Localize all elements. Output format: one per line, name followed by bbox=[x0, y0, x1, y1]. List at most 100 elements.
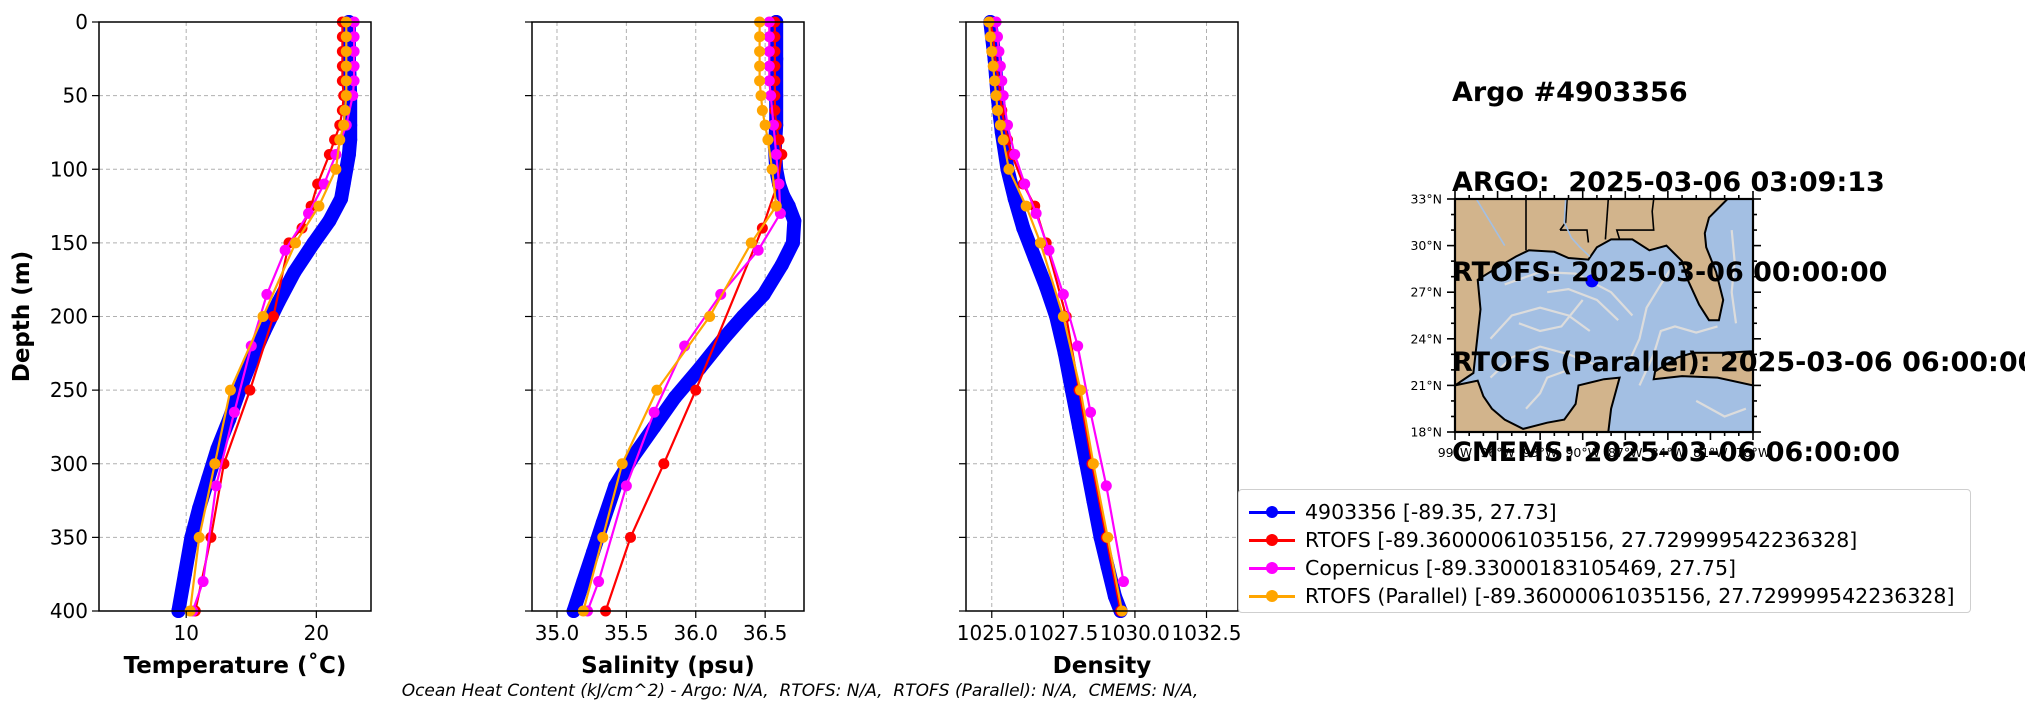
data-point-rtofs-parallel bbox=[338, 119, 350, 131]
series-line-rtofs bbox=[604, 22, 783, 612]
map-content bbox=[1455, 199, 1753, 432]
map-current-line bbox=[1489, 345, 1598, 379]
y-tick-label: 300 bbox=[50, 452, 88, 476]
data-point-rtofs-parallel bbox=[1057, 311, 1069, 322]
data-point-rtofs-parallel bbox=[334, 134, 346, 146]
map-lat-label: 18°N bbox=[1410, 425, 1442, 440]
data-point-4903356 bbox=[339, 162, 354, 177]
data-point-4903356 bbox=[1016, 221, 1031, 236]
y-tick-label: 350 bbox=[50, 525, 88, 549]
data-point-rtofs-parallel bbox=[1020, 200, 1032, 212]
y-tick-label: 150 bbox=[50, 231, 88, 255]
data-point-copernicus bbox=[261, 288, 273, 300]
data-point-rtofs-parallel bbox=[754, 31, 766, 43]
map-river bbox=[1475, 199, 1506, 247]
data-point-rtofs-parallel bbox=[1003, 163, 1015, 175]
data-point-copernicus bbox=[763, 75, 775, 87]
map-lon-label: 90°W bbox=[1565, 445, 1600, 460]
legend-item-rtofs: RTOFS [-89.36000061035156, 27.7299995422… bbox=[1249, 526, 1857, 554]
y-axis-label: Depth (m) bbox=[9, 251, 35, 383]
map-current-line bbox=[1730, 229, 1738, 324]
data-point-rtofs-parallel bbox=[754, 60, 766, 72]
data-point-rtofs bbox=[267, 311, 279, 322]
map-current-line bbox=[1504, 270, 1634, 317]
series-line-copernicus bbox=[995, 21, 1125, 582]
data-point-rtofs-parallel bbox=[754, 75, 766, 87]
legend-item-copernicus: Copernicus [-89.33000183105469, 27.75] bbox=[1249, 554, 1736, 582]
data-point-copernicus bbox=[765, 90, 777, 102]
profile-panel-1: 0 50 100 150 200 250 300 350 400 10 20 Temperature … bbox=[9, 10, 372, 679]
legend-swatch-argo bbox=[1249, 502, 1295, 522]
data-point-copernicus bbox=[767, 119, 779, 131]
map-lat-label: 30°N bbox=[1410, 238, 1442, 253]
data-point-4903356 bbox=[586, 545, 601, 560]
map-lat-label: 24°N bbox=[1410, 331, 1442, 346]
data-point-4903356 bbox=[667, 390, 682, 405]
data-point-rtofs-parallel bbox=[770, 200, 782, 212]
legend-label-rtofs: RTOFS [-89.36000061035156, 27.7299995422… bbox=[1305, 528, 1858, 552]
data-point-rtofs-parallel bbox=[340, 45, 352, 57]
data-point-4903356 bbox=[177, 567, 192, 582]
data-point-copernicus bbox=[770, 149, 782, 161]
data-point-rtofs-parallel bbox=[994, 119, 1006, 131]
legend-swatch-copernicus bbox=[1249, 558, 1295, 578]
x-tick-label: 36.5 bbox=[743, 621, 788, 645]
data-point-rtofs-parallel bbox=[755, 90, 767, 102]
data-point-4903356 bbox=[1039, 280, 1054, 295]
title-rtofs-parallel-time: RTOFS (Parallel): 2025-03-06 06:00:00 bbox=[1452, 347, 2025, 378]
map-current-line bbox=[1489, 306, 1591, 340]
map-current-line bbox=[1518, 299, 1584, 333]
data-point-4903356 bbox=[576, 574, 591, 589]
data-point-rtofs-parallel bbox=[990, 90, 1002, 102]
data-point-copernicus bbox=[620, 480, 632, 492]
data-point-rtofs-parallel bbox=[762, 134, 774, 146]
legend: 4903356 [-89.35, 27.73] RTOFS [-89.36000… bbox=[1238, 489, 1971, 613]
x-axis-label: Temperature (˚C) bbox=[124, 652, 347, 679]
data-point-4903356 bbox=[735, 309, 750, 324]
map-border bbox=[1560, 229, 1590, 243]
data-point-4903356 bbox=[343, 132, 358, 147]
map-current-line bbox=[1624, 268, 1672, 371]
map-border bbox=[1559, 199, 1568, 231]
x-tick-label: 1030.0 bbox=[1100, 621, 1170, 645]
map-lon-label: 96°W bbox=[1480, 445, 1515, 460]
map-lon-label: 93°W bbox=[1523, 445, 1558, 460]
x-tick-label: 1025.0 bbox=[957, 621, 1027, 645]
data-point-rtofs-parallel bbox=[224, 384, 236, 396]
data-point-rtofs-parallel bbox=[704, 311, 716, 322]
map-river bbox=[1563, 199, 1591, 258]
y-tick-label: 200 bbox=[50, 305, 88, 329]
y-tick-label: 250 bbox=[50, 378, 88, 402]
legend-item-argo: 4903356 [-89.35, 27.73] bbox=[1249, 498, 1557, 526]
data-point-copernicus bbox=[348, 45, 360, 57]
title-cmems-time: CMEMS: 2025-03-06 06:00:00 bbox=[1452, 437, 1901, 468]
data-point-copernicus bbox=[763, 45, 775, 57]
legend-label-rtofs-parallel: RTOFS (Parallel) [-89.36000061035156, 27… bbox=[1305, 584, 1955, 608]
y-tick-label: 400 bbox=[50, 599, 88, 623]
x-tick-label: 1027.5 bbox=[1028, 621, 1098, 645]
data-point-rtofs bbox=[690, 384, 702, 396]
data-point-copernicus bbox=[1019, 178, 1031, 190]
map-lon-label: 87°W bbox=[1608, 445, 1643, 460]
data-point-rtofs-parallel bbox=[756, 104, 768, 116]
data-point-copernicus bbox=[1009, 149, 1021, 161]
data-point-rtofs-parallel bbox=[340, 60, 352, 72]
legend-swatch-rtofs-parallel bbox=[1249, 586, 1295, 606]
data-point-copernicus bbox=[330, 149, 342, 161]
map-border bbox=[1615, 199, 1655, 240]
title-argo-time: ARGO: 2025-03-06 03:09:13 bbox=[1452, 167, 1885, 198]
data-point-4903356 bbox=[716, 331, 731, 346]
profile-panel-2: 35.0 35.5 36.0 36.5 Salinity (psu) bbox=[525, 15, 805, 679]
data-point-rtofs bbox=[773, 134, 785, 146]
y-tick-label: 0 bbox=[75, 10, 88, 34]
legend-label-argo: 4903356 [-89.35, 27.73] bbox=[1305, 500, 1557, 524]
float-location-marker bbox=[1585, 274, 1599, 288]
data-point-copernicus bbox=[1085, 406, 1097, 418]
data-point-copernicus bbox=[279, 244, 291, 256]
map-current-line bbox=[1525, 368, 1569, 410]
data-point-copernicus bbox=[197, 576, 209, 588]
data-point-4903356 bbox=[184, 530, 199, 545]
title-float-id: Argo #4903356 bbox=[1452, 77, 1688, 108]
data-point-rtofs-parallel bbox=[330, 163, 342, 175]
data-point-copernicus bbox=[763, 60, 775, 72]
